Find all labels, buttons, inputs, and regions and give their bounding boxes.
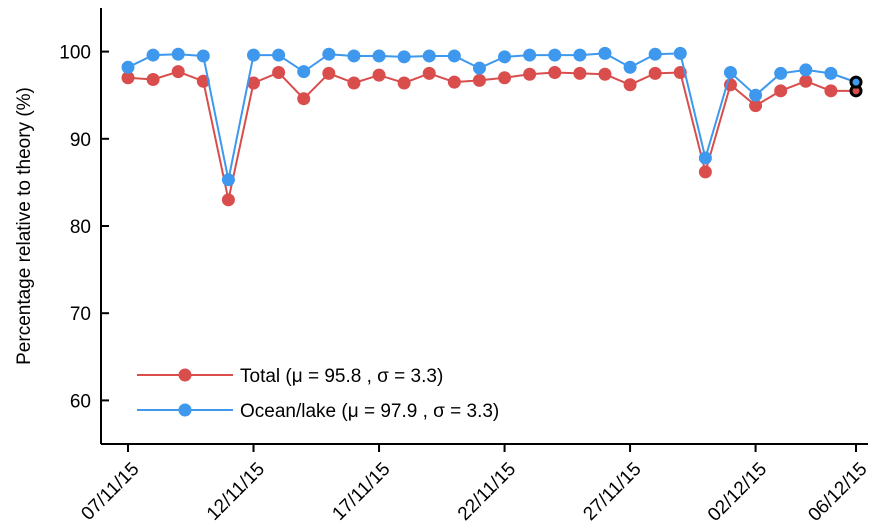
data-point <box>422 49 436 63</box>
data-point <box>824 84 838 98</box>
x-tick-label: 22/11/15 <box>454 459 520 525</box>
legend-label: Ocean/lake (μ = 97.9 , σ = 3.3) <box>240 401 499 422</box>
data-point <box>523 67 537 81</box>
y-ticks: 60 70 80 90 100 <box>59 43 109 412</box>
data-point <box>573 48 587 62</box>
data-point <box>723 66 737 80</box>
series-total <box>121 65 863 207</box>
data-point <box>799 63 813 77</box>
data-point <box>171 47 185 61</box>
data-point <box>498 71 512 85</box>
legend-item: Ocean/lake (μ = 97.9 , σ = 3.3) <box>137 401 499 422</box>
data-point <box>247 48 261 62</box>
data-point <box>171 65 185 79</box>
x-tick-label: 12/11/15 <box>203 459 269 525</box>
data-point <box>221 173 235 187</box>
data-point <box>749 88 763 102</box>
data-point <box>548 66 562 80</box>
data-point <box>648 47 662 61</box>
x-tick-label: 17/11/15 <box>328 459 394 525</box>
data-point <box>272 48 286 62</box>
data-point <box>347 76 361 90</box>
data-point <box>447 75 461 89</box>
data-point <box>698 165 712 179</box>
data-point <box>548 48 562 62</box>
series-layer <box>121 46 863 207</box>
data-point <box>297 92 311 106</box>
data-point <box>774 66 788 80</box>
data-point <box>523 48 537 62</box>
y-tick-label: 100 <box>59 43 91 64</box>
data-point <box>648 66 662 80</box>
legend-marker <box>178 403 192 417</box>
series-ocean-lake <box>121 46 863 187</box>
data-point <box>573 66 587 80</box>
data-point <box>623 78 637 92</box>
data-point <box>372 68 386 82</box>
data-point <box>121 60 135 74</box>
data-point <box>447 49 461 63</box>
data-point <box>749 99 763 113</box>
data-point <box>196 49 210 63</box>
data-point <box>372 49 386 63</box>
y-tick-label: 70 <box>70 304 91 325</box>
legend-marker <box>178 368 192 382</box>
data-point <box>297 65 311 79</box>
data-point <box>146 48 160 62</box>
data-point <box>347 49 361 63</box>
data-point <box>422 66 436 80</box>
data-point <box>322 47 336 61</box>
data-point <box>272 66 286 80</box>
data-point <box>673 46 687 60</box>
data-point <box>623 60 637 74</box>
x-ticks: 07/11/15 12/11/15 17/11/15 22/11/15 27/11/15… <box>77 444 872 526</box>
y-tick-label: 80 <box>70 217 91 238</box>
data-point <box>774 84 788 98</box>
x-tick-label: 06/12/15 <box>804 459 871 526</box>
data-point <box>598 67 612 81</box>
data-point <box>598 46 612 60</box>
data-point <box>221 193 235 207</box>
data-point <box>397 76 411 90</box>
data-point <box>322 66 336 80</box>
x-tick-label: 07/11/15 <box>77 459 143 525</box>
data-point <box>196 74 210 88</box>
legend: Total (μ = 95.8 , σ = 3.3) Ocean/lake (μ … <box>137 366 499 422</box>
data-point <box>824 66 838 80</box>
data-point <box>498 50 512 64</box>
data-point <box>698 151 712 165</box>
data-point <box>472 73 486 87</box>
y-axis-label: Percentage relative to theory (%) <box>14 87 35 365</box>
legend-item: Total (μ = 95.8 , σ = 3.3) <box>137 366 443 387</box>
x-tick-label: 27/11/15 <box>579 459 645 525</box>
data-point <box>799 74 813 88</box>
x-tick-label: 02/12/15 <box>704 459 771 526</box>
data-point <box>397 50 411 64</box>
axes <box>100 8 868 445</box>
data-point <box>247 76 261 90</box>
y-tick-label: 90 <box>70 130 91 151</box>
data-point <box>849 75 863 89</box>
data-point <box>121 71 135 85</box>
legend-label: Total (μ = 95.8 , σ = 3.3) <box>240 366 443 387</box>
data-point <box>472 61 486 75</box>
y-tick-label: 60 <box>70 391 91 412</box>
data-point <box>146 73 160 87</box>
